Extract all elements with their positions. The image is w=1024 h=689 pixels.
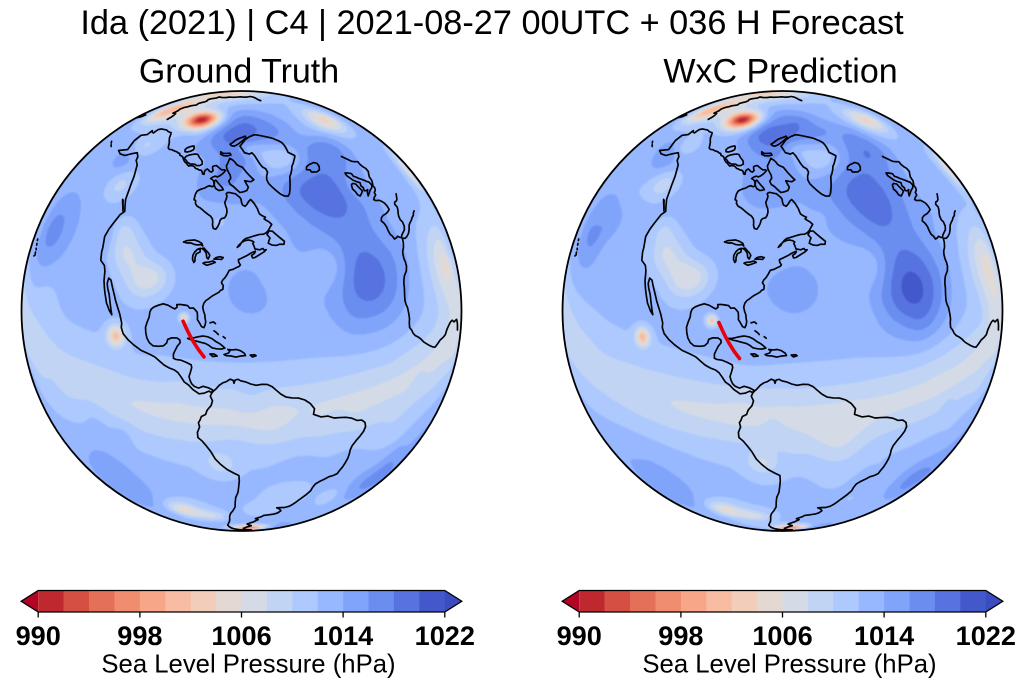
svg-text:990: 990 — [16, 620, 61, 651]
svg-text:Sea Level Pressure (hPa): Sea Level Pressure (hPa) — [642, 651, 936, 679]
svg-text:1006: 1006 — [211, 620, 271, 651]
svg-text:1022: 1022 — [415, 620, 475, 651]
svg-text:1014: 1014 — [313, 620, 373, 651]
svg-text:WxC Prediction: WxC Prediction — [663, 52, 897, 90]
svg-text:1022: 1022 — [956, 620, 1016, 651]
svg-text:Ida (2021) | C4 | 2021-08-27 0: Ida (2021) | C4 | 2021-08-27 00UTC + 036… — [80, 4, 904, 42]
svg-text:Sea Level Pressure (hPa): Sea Level Pressure (hPa) — [101, 651, 395, 679]
svg-text:Ground Truth: Ground Truth — [139, 52, 339, 90]
svg-text:998: 998 — [658, 620, 703, 651]
svg-text:1014: 1014 — [854, 620, 914, 651]
svg-text:998: 998 — [117, 620, 162, 651]
svg-text:1006: 1006 — [752, 620, 812, 651]
svg-text:990: 990 — [557, 620, 602, 651]
